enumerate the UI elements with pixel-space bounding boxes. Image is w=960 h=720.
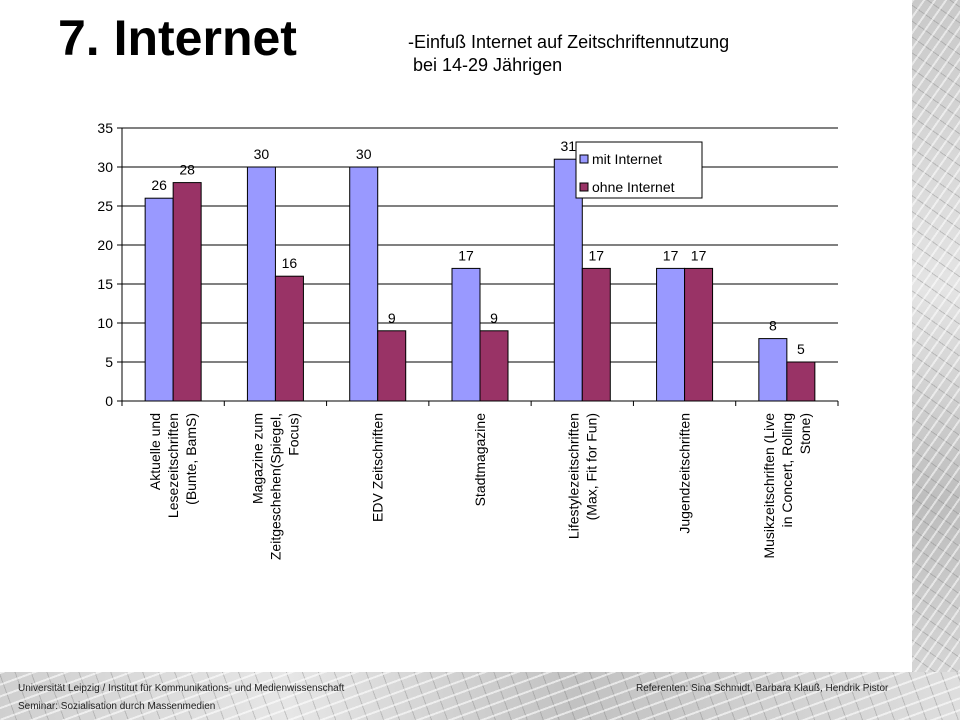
subtitle-line-1: -Einfuß Internet auf Zeitschriftennutzun…: [408, 32, 730, 52]
data-label: 30: [356, 146, 372, 162]
x-category-label: Focus): [285, 413, 301, 456]
footer-institution: Universität Leipzig / Institut für Kommu…: [18, 683, 345, 694]
bar-mit-internet: [656, 267, 686, 402]
data-label: 17: [691, 247, 707, 263]
bar-mit-internet: [451, 267, 481, 402]
y-tick-label: 30: [97, 159, 113, 175]
x-category-label: Zeitgeschehen(Spiegel,: [267, 413, 283, 560]
data-label: 26: [151, 177, 167, 193]
bar-mit-internet: [349, 166, 379, 402]
bar-ohne-internet: [274, 275, 304, 402]
bar-ohne-internet: [684, 267, 714, 402]
data-label: 31: [560, 138, 576, 154]
bar-mit-internet: [144, 197, 174, 402]
legend-swatch-ohne-internet: [579, 182, 589, 192]
data-label: 28: [179, 162, 195, 178]
x-category-label: Jugendzeitschriften: [677, 413, 693, 534]
y-tick-label: 15: [97, 276, 113, 292]
x-category-label: in Concert, Rolling: [779, 413, 795, 527]
x-category-label: Stone): [797, 413, 813, 454]
slide-subtitle: -Einfuß Internet auf Zeitschriftennutzun…: [408, 31, 828, 77]
x-category-label: Musikzeitschriften (Live: [761, 413, 777, 559]
y-tick-label: 20: [97, 237, 113, 253]
data-label: 9: [490, 310, 498, 326]
bar-ohne-internet: [479, 330, 509, 402]
x-category-label: Lifestylezeitschriften: [565, 413, 581, 539]
data-label: 9: [388, 310, 396, 326]
x-category-label: Stadtmagazine: [472, 413, 488, 507]
subtitle-line-2: bei 14-29 Jährigen: [408, 55, 563, 75]
footer-speakers: Referenten: Sina Schmidt, Barbara Klauß,…: [636, 683, 889, 694]
bar-ohne-internet: [172, 182, 202, 402]
x-category-label: Lesezeitschriften: [165, 413, 181, 518]
footer-seminar: Seminar: Sozialisation durch Massenmedie…: [18, 701, 216, 712]
slide-title: 7. Internet: [58, 10, 297, 66]
x-category-label: Aktuelle und: [147, 413, 163, 490]
data-label: 30: [254, 146, 270, 162]
legend-label-ohne-internet: ohne Internet: [592, 179, 675, 195]
y-tick-label: 35: [97, 120, 113, 136]
x-category-label: (Bunte, BamS): [183, 413, 199, 505]
x-category-label: Magazine zum: [249, 413, 265, 504]
data-label: 17: [588, 247, 604, 263]
y-tick-label: 10: [97, 315, 113, 331]
x-category-label: EDV Zeitschriften: [370, 413, 386, 522]
y-tick-label: 25: [97, 198, 113, 214]
bar-ohne-internet: [377, 330, 407, 402]
data-label: 16: [282, 255, 298, 271]
bar-mit-internet: [246, 166, 276, 402]
legend-label-mit-internet: mit Internet: [592, 151, 662, 167]
y-tick-label: 5: [105, 354, 113, 370]
bar-mit-internet: [758, 338, 788, 402]
bar-ohne-internet: [581, 267, 611, 402]
legend-swatch-mit-internet: [579, 154, 589, 164]
data-label: 17: [458, 247, 474, 263]
bar-mit-internet: [553, 158, 583, 402]
marble-border-bottom: [0, 672, 960, 720]
y-tick-label: 0: [105, 393, 113, 409]
data-label: 17: [663, 247, 679, 263]
marble-border-right: [912, 0, 960, 720]
data-label: 8: [769, 318, 777, 334]
bar-ohne-internet: [786, 361, 816, 402]
x-category-label: (Max, Fit for Fun): [583, 413, 599, 520]
legend-box: [575, 141, 703, 199]
data-label: 5: [797, 341, 805, 357]
